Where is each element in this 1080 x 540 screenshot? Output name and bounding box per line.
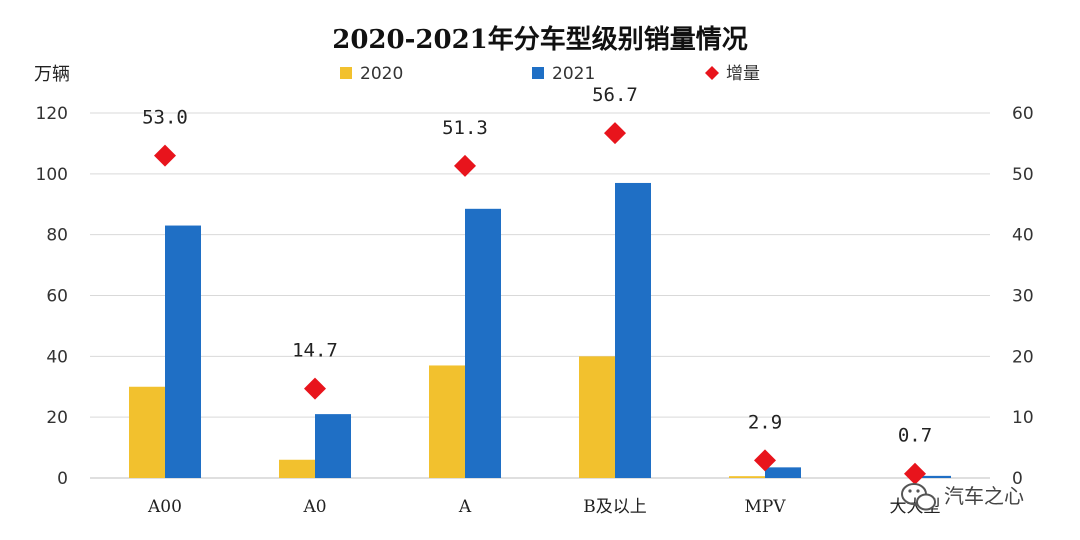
legend-swatch — [532, 67, 544, 79]
bar-2020 — [279, 459, 315, 478]
y-right-tick-label: 0 — [1012, 469, 1023, 489]
increment-marker — [904, 462, 926, 485]
y-left-tick-label: 20 — [46, 408, 68, 428]
bars — [129, 182, 951, 479]
y-left-tick-label: 0 — [57, 469, 68, 489]
y-axis-left: 0 20 40 60 80 100 120 — [36, 104, 68, 489]
watermark: 汽车之心 — [901, 483, 1024, 511]
y-axis-label: 万辆 — [34, 64, 70, 85]
x-tick-label: A00 — [147, 497, 182, 517]
data-label: 51.3 — [442, 117, 488, 139]
chart-title: 2020-2021年分车型级别销量情况 — [332, 24, 748, 55]
y-right-tick-label: 40 — [1012, 226, 1034, 246]
wechat-icon — [901, 483, 936, 511]
bar-2020 — [429, 365, 465, 478]
increment-marker — [754, 449, 776, 472]
watermark-text: 汽车之心 — [944, 484, 1024, 508]
y-left-tick-label: 60 — [46, 287, 68, 307]
y-axis-right: 0 10 20 30 40 50 60 — [1012, 104, 1034, 489]
y-right-tick-label: 30 — [1012, 287, 1034, 307]
legend-label: 增量 — [726, 64, 760, 84]
bar-2021 — [465, 208, 501, 478]
y-left-tick-label: 80 — [46, 226, 68, 246]
increment-marker — [304, 377, 326, 400]
data-label: 14.7 — [292, 340, 338, 362]
bar-2021 — [765, 467, 801, 478]
bar-2021 — [915, 475, 951, 478]
data-label: 56.7 — [592, 84, 638, 106]
bar-2020 — [729, 476, 765, 478]
bar-2020 — [129, 386, 165, 478]
legend-label: 2020 — [360, 64, 403, 84]
gridlines — [90, 112, 990, 479]
bar-2021 — [315, 414, 351, 478]
increment-marker — [604, 122, 626, 145]
increment-marker — [454, 154, 476, 177]
y-left-tick-label: 40 — [46, 347, 68, 367]
x-tick-label: MPV — [744, 497, 786, 517]
data-label: 53.0 — [142, 107, 188, 129]
bar-2021 — [165, 225, 201, 478]
y-right-tick-label: 60 — [1012, 104, 1034, 124]
legend: 2020 2021 增量 — [340, 64, 760, 84]
data-label: 0.7 — [898, 425, 932, 447]
y-right-tick-label: 50 — [1012, 165, 1034, 185]
y-right-tick-label: 10 — [1012, 408, 1034, 428]
x-tick-label: A — [458, 497, 472, 517]
legend-swatch — [705, 66, 719, 80]
y-left-tick-label: 100 — [36, 165, 68, 185]
y-left-tick-label: 120 — [36, 104, 68, 124]
x-axis: A00 A0 A B及以上 MPV 大大型 — [147, 497, 940, 517]
bar-2021 — [615, 182, 651, 479]
x-tick-label: B及以上 — [583, 497, 647, 517]
increment-points: 53.0 14.7 51.3 56.7 2.9 0.7 — [142, 84, 932, 485]
increment-marker — [154, 144, 176, 167]
x-tick-label: A0 — [302, 497, 326, 517]
bar-2020 — [579, 356, 615, 478]
legend-swatch — [340, 67, 352, 79]
data-label: 2.9 — [748, 411, 782, 433]
legend-label: 2021 — [552, 64, 595, 84]
y-right-tick-label: 20 — [1012, 347, 1034, 367]
